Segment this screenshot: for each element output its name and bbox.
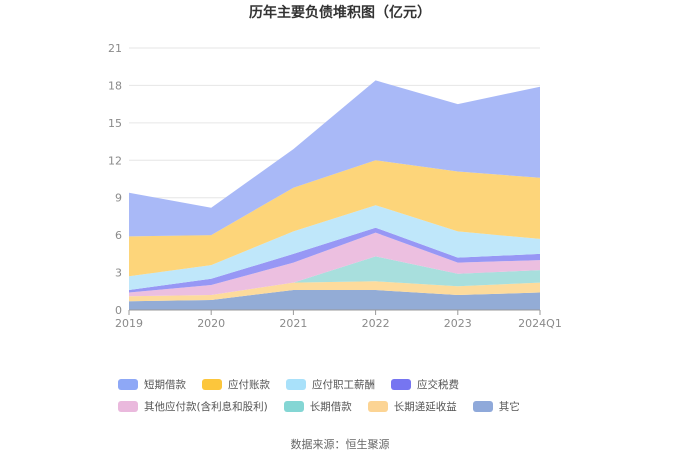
area-series-4 [129, 232, 540, 297]
x-tick-label: 2022 [362, 317, 390, 330]
legend-item[interactable]: 应付账款 [202, 376, 270, 392]
y-tick-label: 18 [108, 79, 122, 92]
y-tick-label: 3 [115, 267, 122, 280]
legend-item[interactable]: 长期借款 [283, 398, 352, 414]
area-series-3 [129, 256, 540, 297]
area-series-group [129, 80, 540, 310]
legend-label: 其他应付款(含利息和股利) [144, 400, 268, 413]
legend-item[interactable]: 应交税费 [391, 376, 459, 392]
y-tick-label: 21 [108, 42, 122, 55]
y-tick-label: 0 [115, 304, 122, 317]
stacked-area-chart: 0 3 6 9 12 15 18 21 2019 2020 2021 2022 2023 2024Q1 [108, 42, 562, 330]
legend-item[interactable]: 长期递延收益 [367, 398, 457, 414]
area-series-1 [129, 290, 540, 310]
data-source-note: 数据来源：恒生聚源 [290, 438, 390, 451]
area-series-6 [129, 205, 540, 290]
y-tick-label: 6 [115, 229, 122, 242]
legend-swatch [118, 378, 138, 390]
legend-item[interactable]: 短期借款 [118, 376, 186, 392]
legend-swatch [283, 400, 304, 412]
legend-swatch [391, 378, 411, 390]
axes: 0 3 6 9 12 15 18 21 2019 2020 2021 2022 2023 2024Q1 [108, 42, 562, 330]
legend-label: 长期借款 [309, 400, 352, 413]
area-series-8 [129, 80, 540, 237]
x-tick-label: 2023 [444, 317, 472, 330]
x-tick-label: 2024Q1 [518, 317, 562, 330]
legend-label: 应付职工薪酬 [312, 378, 375, 391]
legend-item[interactable]: 应付职工薪酬 [286, 376, 375, 392]
legend-swatch [202, 378, 222, 390]
legend-swatch [118, 400, 138, 412]
legend-swatch [472, 400, 493, 412]
legend-label: 长期递延收益 [393, 400, 457, 413]
legend-label: 应付账款 [228, 378, 270, 391]
legend-swatch [286, 378, 306, 390]
y-tick-label: 9 [115, 192, 122, 205]
chart-title: 历年主要负债堆积图（亿元） [249, 5, 431, 21]
y-tick-label: 12 [108, 154, 122, 167]
x-tick-label: 2020 [197, 317, 225, 330]
legend-label: 应交税费 [417, 378, 459, 391]
legend-item[interactable]: 其它 [472, 398, 520, 414]
x-tick-label: 2021 [279, 317, 307, 330]
legend-label: 其它 [498, 400, 520, 413]
legend-label: 短期借款 [144, 378, 186, 391]
legend: 短期借款 应付账款 应付职工薪酬 应交税费其他应付款(含利息和股利) 长期借款 长期递延收… [118, 376, 588, 414]
area-series-2 [129, 281, 540, 302]
x-tick-label: 2019 [115, 317, 143, 330]
legend-swatch [367, 400, 388, 412]
y-tick-label: 15 [108, 117, 122, 130]
area-series-7 [129, 160, 540, 277]
area-series-5 [129, 227, 540, 293]
legend-item[interactable]: 其他应付款(含利息和股利) [118, 398, 268, 414]
